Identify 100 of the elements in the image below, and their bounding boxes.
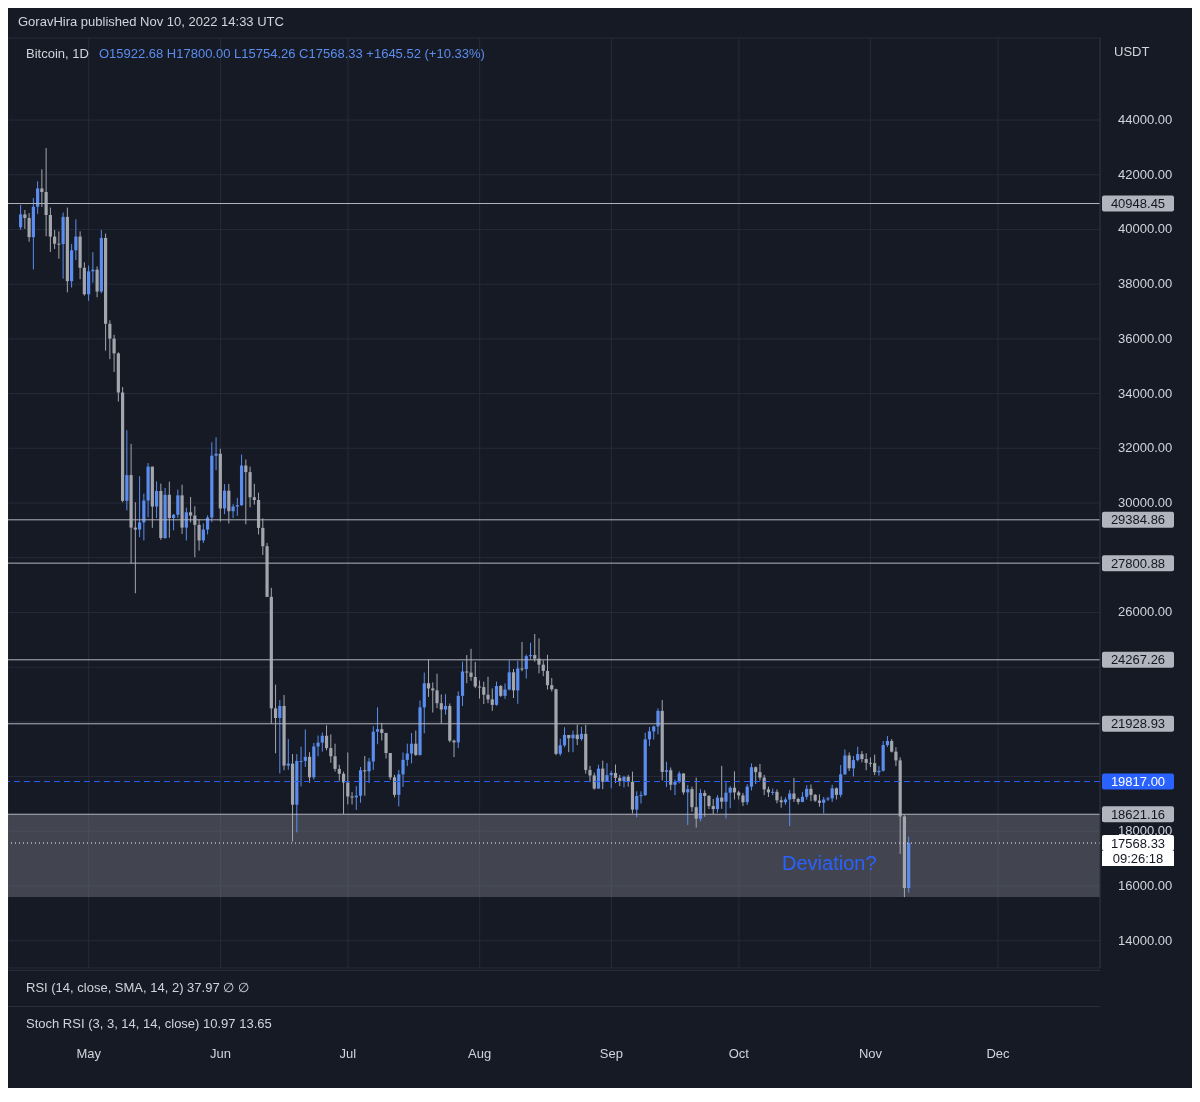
candlestick: [490, 687, 494, 712]
candlestick: [205, 514, 210, 535]
candlestick: [851, 755, 856, 778]
candlestick: [261, 517, 265, 556]
candlestick: [673, 779, 677, 796]
candlestick: [188, 496, 193, 523]
candlestick: [409, 732, 414, 764]
y-tick-label: 30000.00: [1118, 495, 1173, 510]
candlestick: [868, 756, 873, 768]
text: Stoch RSI (3, 3, 14, 14, close) 10.97 13.65: [8, 1006, 1100, 1040]
y-tick-label: 38000.00: [1118, 276, 1173, 292]
candlestick: [108, 319, 112, 360]
candlestick: [36, 180, 40, 215]
candlestick: [375, 706, 380, 745]
candlestick: [27, 212, 31, 243]
candlestick: [431, 681, 435, 714]
y-tick-label: 36000.00: [1118, 330, 1173, 346]
candlestick: [435, 673, 439, 709]
candlestick: [779, 796, 783, 809]
candlestick: [482, 681, 486, 705]
candlestick: [533, 633, 537, 663]
candlestick: [303, 728, 307, 768]
candlestick: [749, 762, 754, 791]
candlestick: [792, 777, 796, 803]
y-tick-label: 44000.00: [1118, 112, 1173, 128]
y-tick-label: 42000.00: [1118, 166, 1173, 182]
candlestick: [307, 751, 312, 784]
candlestick: [486, 676, 490, 704]
candlestick: [839, 764, 843, 798]
candlestick: [601, 760, 605, 790]
candlestick: [720, 765, 724, 810]
candlestick: [647, 726, 652, 747]
candlestick: [860, 750, 864, 763]
candlestick: [405, 743, 409, 767]
candlestick: [690, 786, 694, 813]
candlestick: [728, 785, 732, 809]
ref-line-label: 27800.88: [1110, 555, 1166, 571]
candlestick: [227, 483, 231, 525]
candlestick: [252, 483, 256, 506]
candlestick: [214, 436, 218, 471]
candlestick: [184, 507, 188, 541]
ref-line-label: 29384.86: [1110, 512, 1166, 528]
candlestick: [873, 754, 877, 776]
annotation: Deviation?: [782, 851, 877, 875]
candlestick: [95, 265, 99, 298]
candlestick: [197, 518, 201, 552]
candlestick: [788, 789, 792, 827]
candlestick: [19, 204, 23, 231]
candlestick: [392, 774, 397, 798]
text: Bitcoin, 1D: [26, 46, 89, 61]
candlestick: [316, 735, 320, 757]
ref-line-label: 19817.00: [1110, 774, 1166, 790]
x-tick-label: Dec: [986, 1046, 1011, 1061]
x-tick-label: May: [76, 1046, 102, 1061]
candlestick: [877, 765, 881, 777]
candlestick: [613, 763, 618, 784]
candlestick: [843, 748, 847, 776]
x-tick-label: Nov: [858, 1046, 883, 1061]
ref-line-label: 40948.45: [1110, 196, 1166, 212]
y-axis-title: USDT: [1114, 44, 1150, 59]
candlestick: [503, 683, 507, 700]
candlestick: [40, 168, 44, 208]
candlestick: [635, 790, 639, 818]
text: RSI (14, close, SMA, 14, 2) 37.97 ∅ ∅: [8, 970, 1100, 1004]
candlestick: [367, 757, 371, 784]
candlestick: [469, 648, 473, 682]
candlestick: [494, 681, 499, 707]
y-tick-label: 16000.00: [1118, 877, 1173, 893]
candlestick: [235, 497, 239, 517]
candlestick: [57, 230, 61, 260]
candlestick: [414, 730, 418, 757]
x-tick-label: Aug: [468, 1046, 492, 1061]
candlestick: [809, 783, 813, 802]
candlestick: [23, 209, 27, 230]
candlestick: [465, 654, 469, 684]
candlestick: [703, 789, 707, 818]
text: O15922.68 H17800.00 L15754.26 C17568.33 +1645.52 (+10.33%): [98, 46, 485, 61]
candlestick: [87, 265, 91, 302]
candlestick: [48, 207, 52, 253]
candlestick: [477, 680, 482, 700]
y-tick-label: 14000.00: [1118, 932, 1173, 948]
candlestick: [443, 693, 448, 716]
ref-line-label: 18621.16: [1110, 806, 1166, 822]
candlestick: [320, 731, 324, 753]
candlestick: [273, 684, 278, 754]
candlestick: [847, 751, 851, 772]
candlestick: [545, 654, 550, 691]
candlestick: [562, 726, 567, 748]
candlestick: [401, 751, 405, 788]
candlestick: [138, 475, 142, 538]
candlestick: [154, 480, 159, 519]
candlestick: [384, 732, 388, 759]
ref-line-label: 24267.26: [1110, 652, 1166, 668]
candlestick: [53, 229, 57, 250]
candlestick: [439, 693, 443, 724]
y-tick-label: 32000.00: [1118, 440, 1173, 456]
candlestick: [520, 641, 524, 672]
candlestick: [329, 733, 333, 764]
candlestick: [133, 501, 137, 594]
candlestick: [324, 724, 329, 751]
